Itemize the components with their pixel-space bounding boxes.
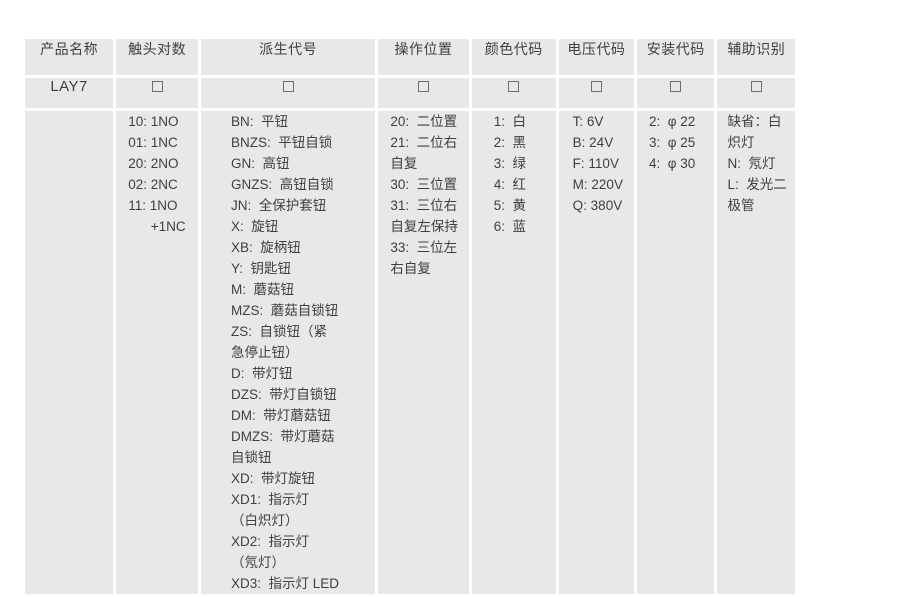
header-cell-color-code: 颜色代码: [471, 39, 556, 75]
cell-derivative-code-options: BN: 平钮 BNZS: 平钮自锁 GN: 高钮 GNZS: 高钮自锁 JN: …: [201, 111, 376, 594]
table-body-row: 10: 1NO 01: 1NC 20: 2NO 02: 2NC 11: 1NO …: [25, 111, 795, 594]
box-glyph: [282, 81, 294, 93]
cell-auxiliary-identification-options: 缺省：白 炽灯 N: 氖灯 L: 发光二 极管: [717, 111, 795, 594]
box-glyph: [418, 81, 430, 93]
list-operating-position: 20: 二位置 21: 二位右 自复 30: 三位置 31: 三位右 自复左保持…: [390, 114, 458, 276]
box-glyph: [750, 81, 762, 93]
box-glyph: [590, 81, 602, 93]
header-cell-voltage-code: 电压代码: [558, 39, 634, 75]
cell-placeholder-contact-pairs: [116, 78, 199, 108]
header-cell-derivative-code: 派生代号: [201, 39, 376, 75]
list-mounting-code: 2: φ 22 3: φ 25 4: φ 30: [649, 114, 696, 171]
cell-placeholder-voltage-code: [558, 78, 634, 108]
box-glyph: [508, 81, 520, 93]
cell-product-name-options: [25, 111, 114, 594]
cell-product-model: LAY7: [25, 78, 114, 108]
list-voltage-code: T: 6V B: 24V F: 110V M: 220V Q: 380V: [572, 114, 623, 213]
list-derivative-code: BN: 平钮 BNZS: 平钮自锁 GN: 高钮 GNZS: 高钮自锁 JN: …: [231, 114, 340, 591]
list-color-code: 1: 白 2: 黑 3: 绿 4: 红 5: 黄 6: 蓝: [493, 114, 526, 234]
header-cell-product-name: 产品名称: [25, 39, 114, 75]
cell-placeholder-auxiliary-identification: [717, 78, 795, 108]
cell-color-code-options: 1: 白 2: 黑 3: 绿 4: 红 5: 黄 6: 蓝: [471, 111, 556, 594]
cell-placeholder-color-code: [471, 78, 556, 108]
table-placeholder-row: LAY7: [25, 78, 795, 108]
box-glyph: [151, 81, 163, 93]
box-glyph: [670, 81, 682, 93]
cell-placeholder-operating-position: [378, 78, 469, 108]
cell-operating-position-options: 20: 二位置 21: 二位右 自复 30: 三位置 31: 三位右 自复左保持…: [378, 111, 469, 594]
header-cell-operating-position: 操作位置: [378, 39, 469, 75]
cell-voltage-code-options: T: 6V B: 24V F: 110V M: 220V Q: 380V: [558, 111, 634, 594]
cell-mounting-code-options: 2: φ 22 3: φ 25 4: φ 30: [637, 111, 715, 594]
cell-placeholder-mounting-code: [637, 78, 715, 108]
list-auxiliary-identification: 缺省：白 炽灯 N: 氖灯 L: 发光二 极管: [727, 114, 787, 213]
product-code-spec-table: 产品名称 触头对数 派生代号 操作位置 颜色代码 电压代码 安装代码 辅助识别 …: [22, 36, 798, 597]
header-cell-auxiliary-identification: 辅助识别: [717, 39, 795, 75]
list-contact-pairs: 10: 1NO 01: 1NC 20: 2NO 02: 2NC 11: 1NO …: [128, 114, 186, 234]
cell-placeholder-derivative-code: [201, 78, 376, 108]
table-header-row: 产品名称 触头对数 派生代号 操作位置 颜色代码 电压代码 安装代码 辅助识别: [25, 39, 795, 75]
cell-contact-pairs-options: 10: 1NO 01: 1NC 20: 2NO 02: 2NC 11: 1NO …: [116, 111, 199, 594]
header-cell-contact-pairs: 触头对数: [116, 39, 199, 75]
header-cell-mounting-code: 安装代码: [637, 39, 715, 75]
